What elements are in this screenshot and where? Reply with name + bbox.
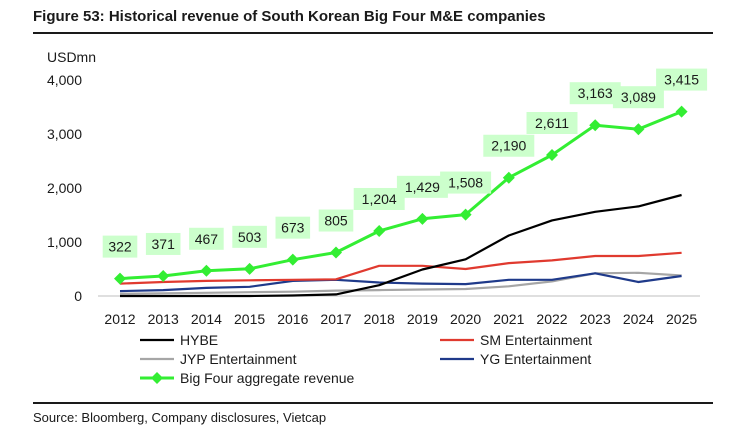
series-line-yg-entertainment (119, 272, 682, 293)
aggregate-point (114, 272, 126, 285)
aggregate-point (200, 264, 213, 277)
x-tick-label: 2020 (450, 311, 481, 327)
revenue-line-chart: USDmn 0 1,000 2,000 3,000 4,000 2012 2013 2014 20… (47, 49, 708, 386)
data-label: 1,429 (405, 179, 440, 195)
aggregate-point (632, 123, 645, 136)
y-tick-label: 4,000 (47, 72, 82, 88)
data-label: 371 (152, 236, 176, 252)
data-label-box (612, 86, 664, 109)
data-label-box (656, 68, 708, 91)
aggregate-point (286, 253, 299, 266)
data-label: 1,204 (362, 191, 397, 207)
legend-label: Big Four aggregate revenue (180, 370, 355, 386)
x-tick-label: 2019 (407, 311, 438, 327)
data-label: 322 (108, 239, 132, 255)
data-label-box (569, 82, 621, 105)
x-tick-label: 2012 (104, 311, 135, 327)
aggregate-point (243, 262, 256, 275)
data-label: 673 (281, 220, 305, 236)
data-label-box (145, 232, 181, 255)
data-label-box (275, 216, 311, 239)
legend-label: YG Entertainment (480, 351, 591, 367)
x-tick-label: 2015 (234, 311, 265, 327)
x-tick-label: 2013 (148, 311, 179, 327)
y-tick-label: 2,000 (47, 180, 82, 196)
x-tick-label: 2014 (191, 311, 222, 327)
data-label-box (396, 175, 448, 198)
legend-label: JYP Entertainment (180, 351, 297, 367)
aggregate-point (502, 171, 515, 184)
aggregate-point (675, 105, 688, 118)
aggregate-point (330, 246, 342, 259)
legend-marker (151, 372, 163, 384)
data-label-box (102, 235, 138, 258)
bottom-rule (33, 402, 713, 404)
data-label: 467 (195, 231, 219, 247)
data-label: 1,508 (448, 175, 483, 191)
series-line-sm-entertainment (119, 251, 682, 285)
series-line-big-four-aggregate-revenue (119, 110, 683, 281)
data-label-box (440, 171, 492, 194)
data-label: 503 (238, 229, 262, 245)
data-label-box (189, 227, 224, 250)
legend-label: SM Entertainment (480, 332, 592, 348)
x-tick-label: 2021 (493, 311, 524, 327)
x-tick-label: 2016 (277, 311, 308, 327)
top-rule (33, 32, 713, 34)
y-tick-label: 0 (74, 288, 82, 304)
data-label-box (353, 187, 405, 210)
x-tick-label: 2018 (364, 311, 395, 327)
aggregate-point (589, 119, 602, 132)
figure-title: Figure 53: Historical revenue of South K… (33, 8, 546, 25)
x-tick-label: 2017 (320, 311, 351, 327)
data-label-box (232, 225, 267, 248)
data-label: 3,415 (664, 72, 699, 88)
x-tick-label: 2022 (536, 311, 567, 327)
aggregate-point (459, 208, 472, 221)
legend-label: HYBE (180, 332, 218, 348)
data-label-box (318, 209, 354, 232)
y-tick-label: 1,000 (47, 234, 82, 250)
data-label: 2,190 (491, 138, 526, 154)
data-label-box (526, 112, 578, 135)
figure-source: Source: Bloomberg, Company disclosures, … (33, 410, 327, 425)
data-label: 3,089 (621, 89, 656, 105)
y-tick-label: 3,000 (47, 126, 82, 142)
x-tick-label: 2024 (623, 311, 654, 327)
x-tick-label: 2023 (580, 311, 611, 327)
data-label: 805 (324, 213, 348, 229)
y-unit-label: USDmn (47, 49, 96, 65)
data-label: 3,163 (578, 85, 613, 101)
x-tick-label: 2025 (666, 311, 697, 327)
series-line-hybe (120, 193, 682, 298)
aggregate-point (546, 149, 558, 162)
aggregate-point (373, 224, 386, 237)
data-label-box (483, 134, 535, 157)
data-label: 2,611 (535, 115, 569, 131)
aggregate-point (416, 212, 429, 225)
aggregate-point (157, 269, 170, 282)
